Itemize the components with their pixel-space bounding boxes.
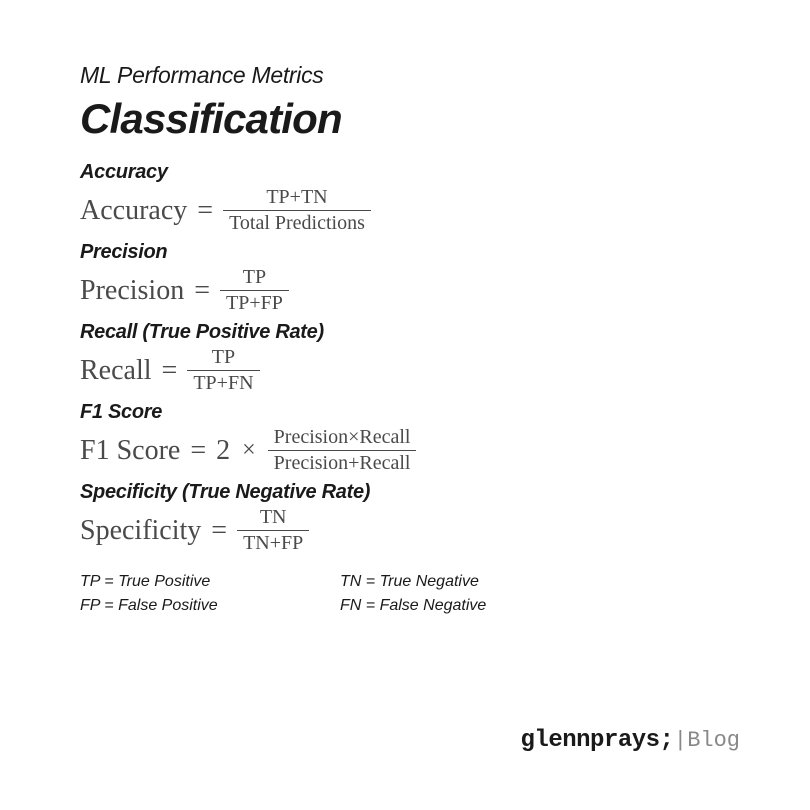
formula-lhs: Precision — [80, 275, 184, 307]
formula-precision: Precision = TP TP+FP — [80, 266, 740, 315]
numerator: Precision×Recall — [268, 426, 417, 450]
denominator: TN+FP — [237, 530, 309, 555]
formula-lhs: Accuracy — [80, 195, 187, 227]
denominator: Total Predictions — [223, 210, 371, 235]
formula-lhs: Recall — [80, 355, 152, 387]
denominator: TP+FN — [187, 370, 259, 395]
metric-label-precision: Precision — [80, 241, 740, 264]
formula-recall: Recall = TP TP+FN — [80, 346, 740, 395]
formula-f1: F1 Score = 2 × Precision×Recall Precisio… — [80, 426, 740, 475]
legend-fn: FN = False Negative — [340, 597, 560, 615]
page-title: Classification — [80, 95, 740, 143]
scalar-two: 2 — [216, 435, 230, 467]
equals-sign: = — [192, 275, 212, 307]
formula-specificity: Specificity = TN TN+FP — [80, 506, 740, 555]
footer: glennprays; | Blog — [521, 726, 740, 754]
fraction: TP TP+FP — [220, 266, 289, 315]
formula-lhs: Specificity — [80, 515, 201, 547]
multiply-sign: × — [238, 437, 260, 464]
metric-label-f1: F1 Score — [80, 401, 740, 424]
metric-label-recall: Recall (True Positive Rate) — [80, 321, 740, 344]
numerator: TP — [237, 266, 272, 290]
formula-lhs: F1 Score — [80, 435, 180, 467]
fraction: TP TP+FN — [187, 346, 259, 395]
equals-sign: = — [188, 435, 208, 467]
footer-divider: | — [677, 726, 683, 752]
brand-name: glennprays; — [521, 727, 674, 754]
legend: TP = True Positive TN = True Negative FP… — [80, 573, 740, 615]
metric-label-accuracy: Accuracy — [80, 161, 740, 184]
numerator: TN — [254, 506, 293, 530]
fraction: TN TN+FP — [237, 506, 309, 555]
page-subtitle: ML Performance Metrics — [80, 62, 740, 89]
blog-label: Blog — [687, 728, 740, 753]
denominator: Precision+Recall — [268, 450, 417, 475]
equals-sign: = — [195, 195, 215, 227]
legend-fp: FP = False Positive — [80, 597, 300, 615]
numerator: TP+TN — [260, 186, 333, 210]
legend-tp: TP = True Positive — [80, 573, 300, 591]
denominator: TP+FP — [220, 290, 289, 315]
equals-sign: = — [160, 355, 180, 387]
fraction: Precision×Recall Precision+Recall — [268, 426, 417, 475]
formula-accuracy: Accuracy = TP+TN Total Predictions — [80, 186, 740, 235]
numerator: TP — [206, 346, 241, 370]
legend-tn: TN = True Negative — [340, 573, 560, 591]
fraction: TP+TN Total Predictions — [223, 186, 371, 235]
equals-sign: = — [209, 515, 229, 547]
metric-label-specificity: Specificity (True Negative Rate) — [80, 481, 740, 504]
